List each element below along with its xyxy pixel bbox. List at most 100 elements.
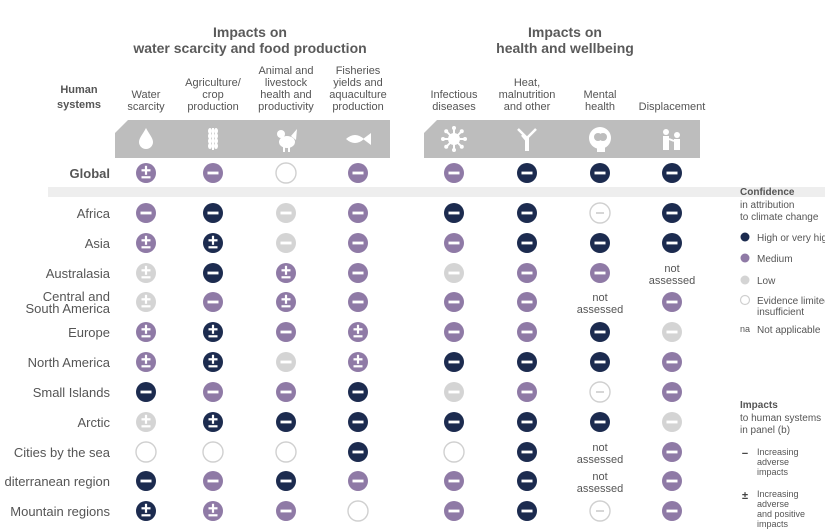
fish-icon — [346, 133, 371, 145]
legend-swatch — [740, 275, 750, 285]
impact-cell — [136, 471, 156, 491]
impact-cell-symbol — [666, 171, 678, 175]
impact-cell-symbol — [144, 503, 148, 513]
impact-cell — [662, 352, 682, 372]
impact-cell — [203, 233, 223, 253]
not-assessed-label: assessed — [577, 304, 623, 316]
impact-cell-symbol — [141, 365, 151, 368]
impact-cell-symbol — [352, 241, 364, 245]
legend-confidence-subtitle: to climate change — [740, 212, 819, 223]
column-header-label: production — [332, 101, 383, 113]
icon-band-water-food — [115, 120, 390, 158]
people-icon-shape — [663, 136, 669, 150]
impact-cell — [136, 501, 156, 521]
legend-swatch — [740, 232, 750, 242]
not-assessed-label: not — [592, 292, 607, 304]
row-label: South America — [25, 301, 110, 316]
column-header-label: productivity — [258, 101, 314, 113]
impact-cell — [517, 163, 537, 183]
people-icon-shape — [668, 138, 675, 142]
impact-cell-symbol — [280, 479, 292, 483]
impact-cell — [276, 292, 296, 312]
impact-cell-symbol — [356, 354, 360, 364]
legend-confidence-subtitle: in attribution — [740, 200, 794, 211]
impact-cell — [517, 233, 537, 253]
chicken-icon-shape — [288, 147, 290, 152]
impact-cell-symbol — [353, 365, 363, 368]
impact-cell-symbol — [353, 335, 363, 338]
impact-cell — [348, 412, 368, 432]
wheat-icon-shape — [208, 138, 212, 144]
impact-cell — [202, 441, 224, 463]
impact-cell — [275, 441, 297, 463]
impact-cell — [590, 233, 610, 253]
column-header-label: health — [585, 101, 615, 113]
impact-cell — [444, 163, 464, 183]
people-icon — [663, 129, 680, 150]
icon-band-corner — [115, 120, 128, 133]
virus-icon-shape — [459, 129, 464, 134]
impact-cell-symbol — [211, 414, 215, 424]
row-label: Central and — [43, 289, 110, 304]
impact-cell — [203, 471, 223, 491]
people-icon-shape — [674, 132, 680, 138]
impact-cell — [590, 352, 610, 372]
impact-cell — [136, 382, 156, 402]
virus-icon-shape — [463, 137, 467, 141]
wheat-icon-shape — [214, 133, 218, 139]
not-assessed-label: not — [664, 263, 679, 275]
row-label: North America — [28, 355, 111, 370]
impact-cell — [662, 382, 682, 402]
impact-cell-symbol — [280, 420, 292, 424]
impact-cell-symbol — [666, 450, 678, 454]
impact-cell — [348, 382, 368, 402]
column-header-label: Mental — [583, 89, 616, 101]
row-label: Global — [70, 166, 110, 181]
impact-cell-symbol — [141, 246, 151, 249]
fish-icon-shape — [346, 135, 364, 143]
group-title-water-food: Impacts on — [213, 24, 287, 40]
impact-cell — [444, 412, 464, 432]
impact-cell-symbol — [521, 171, 533, 175]
water-drop-icon — [139, 128, 153, 149]
legend-swatch — [740, 253, 750, 263]
people-icon-shape — [663, 129, 669, 135]
legend-impact-label: impacts — [757, 519, 789, 529]
impact-cell-symbol — [448, 420, 460, 424]
impact-cell-symbol — [208, 425, 218, 428]
impact-cell-symbol — [281, 305, 291, 308]
impact-cell — [517, 412, 537, 432]
impact-cell-symbol — [208, 365, 218, 368]
row-header: systems — [57, 99, 101, 111]
impact-cell-symbol — [211, 354, 215, 364]
impact-cell-symbol — [596, 212, 604, 214]
legend-impact-symbol: − — [742, 448, 748, 460]
chicken-icon — [277, 129, 297, 152]
legend-confidence-label: Evidence limited, — [757, 296, 825, 307]
impact-cell — [203, 263, 223, 283]
legend-impact-label: Increasing — [757, 489, 799, 499]
impact-cell — [517, 471, 537, 491]
not-assessed-label: not — [592, 471, 607, 483]
impact-cell-symbol — [448, 300, 460, 304]
chicken-icon-shape — [283, 147, 285, 152]
impact-cell — [662, 163, 682, 183]
impact-cell — [517, 352, 537, 372]
impact-cell — [590, 263, 610, 283]
impact-cell-symbol — [448, 509, 460, 513]
impact-cell-symbol — [280, 360, 292, 364]
impact-cell — [203, 412, 223, 432]
not-assessed-label: assessed — [577, 454, 623, 466]
legend-confidence-label: insufficient — [757, 307, 804, 318]
impact-cell-symbol — [666, 300, 678, 304]
brain-head-icon-shape — [597, 146, 605, 152]
legend-impact-label: and positive — [757, 509, 805, 519]
virus-icon-shape — [444, 129, 449, 134]
impact-cell — [276, 471, 296, 491]
row-label: Africa — [77, 206, 111, 221]
impact-cell-disc — [202, 441, 224, 463]
icon-band-health — [424, 120, 700, 158]
legend-na-key: na — [740, 324, 750, 334]
legend-confidence-title: Confidence — [740, 187, 795, 198]
impact-cell-symbol — [521, 241, 533, 245]
